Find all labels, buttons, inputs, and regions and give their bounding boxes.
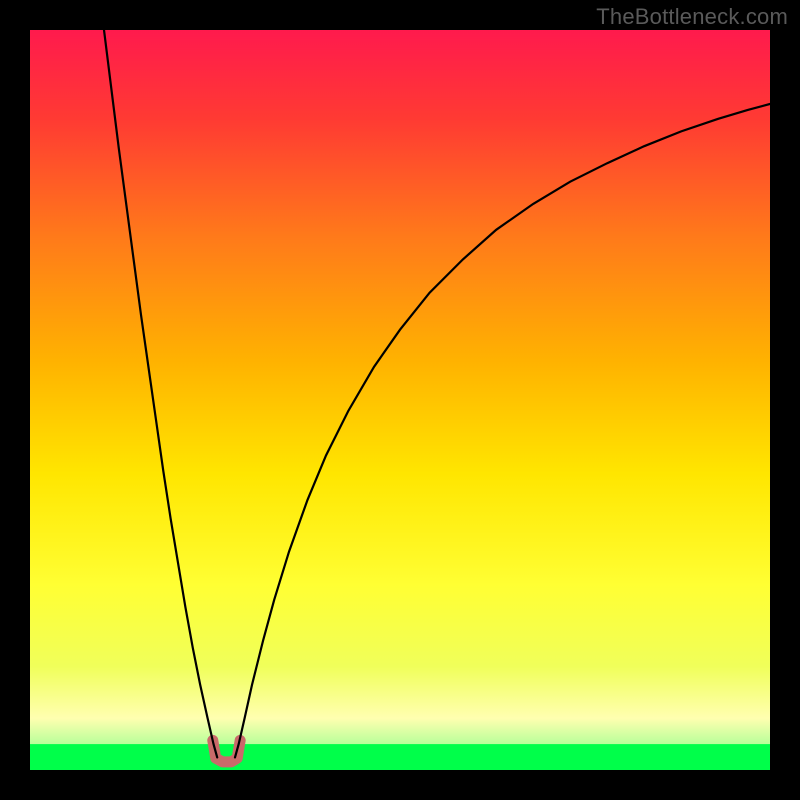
chart-svg [30,30,770,770]
chart-frame: TheBottleneck.com [0,0,800,800]
bottleneck-chart [30,30,770,770]
green-band [30,744,770,770]
watermark-label: TheBottleneck.com [596,4,788,30]
